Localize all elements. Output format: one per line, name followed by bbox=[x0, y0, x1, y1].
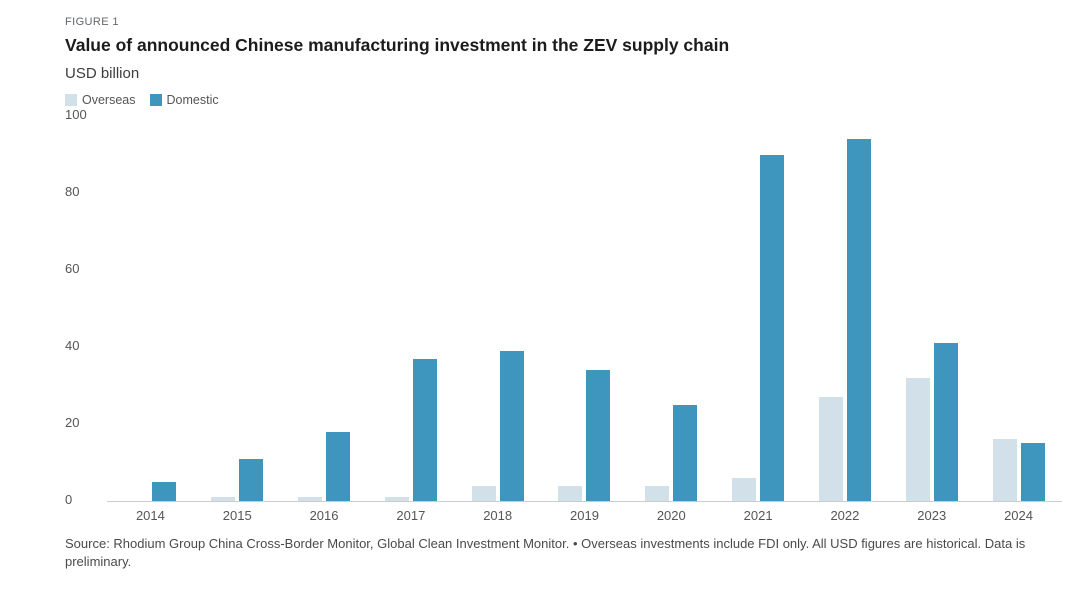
legend-swatch-domestic bbox=[149, 94, 162, 106]
x-tick-label: 2014 bbox=[135, 508, 165, 523]
bar-chart: 0 20 40 60 80 100 2014 2015 2016 2017 2018 2019 202… bbox=[65, 108, 1062, 527]
legend-label: Overseas bbox=[82, 93, 136, 107]
bar-overseas-2018 bbox=[471, 485, 496, 501]
x-tick-label: 2022 bbox=[830, 508, 860, 523]
source-note: Source: Rhodium Group China Cross-Border… bbox=[65, 536, 1026, 570]
x-tick-label: 2017 bbox=[396, 508, 426, 523]
figure-label: FIGURE 1 bbox=[65, 16, 119, 28]
bar-domestic-2020 bbox=[673, 404, 698, 501]
x-tick-label: 2023 bbox=[917, 508, 947, 523]
x-tick-label: 2016 bbox=[309, 508, 339, 523]
bar-domestic-2018 bbox=[499, 350, 524, 501]
bar-domestic-2023 bbox=[933, 343, 958, 501]
bar-domestic-2022 bbox=[846, 139, 871, 501]
legend-item-overseas: Overseas bbox=[65, 93, 136, 107]
x-tick-label: 2021 bbox=[743, 508, 773, 523]
bar-domestic-2017 bbox=[412, 358, 437, 501]
y-tick-label: 40 bbox=[65, 338, 80, 353]
x-tick-label: 2020 bbox=[656, 508, 686, 523]
chart-title: Value of announced Chinese manufacturing… bbox=[65, 35, 730, 55]
bar-domestic-2016 bbox=[326, 431, 351, 501]
x-tick-label: 2019 bbox=[570, 508, 599, 523]
y-axis: 0 20 40 60 80 100 bbox=[65, 108, 107, 507]
bar-overseas-2021 bbox=[732, 477, 757, 501]
bar-overseas-2024 bbox=[992, 439, 1017, 501]
x-axis-line bbox=[107, 501, 1062, 502]
bar-group-2020: 2020 bbox=[628, 116, 715, 527]
bar-pair bbox=[905, 116, 958, 501]
bar-pair bbox=[471, 116, 524, 501]
bar-group-2016: 2016 bbox=[281, 116, 368, 527]
bar-pair bbox=[211, 116, 264, 501]
x-tick-label: 2015 bbox=[222, 508, 252, 523]
bar-domestic-2021 bbox=[760, 154, 785, 501]
x-tick-label: 2018 bbox=[483, 508, 513, 523]
bar-overseas-2020 bbox=[645, 485, 670, 501]
bar-pair bbox=[558, 116, 611, 501]
y-tick-label: 80 bbox=[65, 184, 80, 199]
bar-pair bbox=[124, 116, 177, 501]
bar-pair bbox=[818, 116, 871, 501]
bar-group-2024: 2024 bbox=[975, 116, 1062, 527]
bar-group-2019: 2019 bbox=[541, 116, 628, 527]
bar-overseas-2022 bbox=[818, 397, 843, 501]
bar-overseas-2023 bbox=[905, 377, 930, 501]
bar-domestic-2015 bbox=[239, 458, 264, 501]
legend-swatch-overseas bbox=[65, 94, 77, 106]
y-tick-label: 0 bbox=[65, 492, 73, 507]
bar-overseas-2016 bbox=[298, 497, 323, 501]
bar-group-2021: 2021 bbox=[715, 116, 802, 527]
bar-pair bbox=[384, 116, 437, 501]
bar-group-2014: 2014 bbox=[107, 116, 194, 527]
bar-group-2015: 2015 bbox=[194, 116, 281, 527]
legend-label: Domestic bbox=[166, 93, 219, 107]
legend: Overseas Domestic bbox=[65, 93, 1062, 107]
bar-group-2017: 2017 bbox=[367, 116, 454, 527]
bar-group-2018: 2018 bbox=[454, 116, 541, 527]
unit-label: USD billion bbox=[65, 65, 140, 82]
y-tick-label: 100 bbox=[65, 107, 87, 122]
bar-pair bbox=[298, 116, 351, 501]
bar-overseas-2019 bbox=[558, 485, 583, 501]
bar-group-2022: 2022 bbox=[802, 116, 889, 527]
bar-pair bbox=[992, 116, 1045, 501]
y-tick-label: 60 bbox=[65, 261, 80, 276]
y-tick-label: 20 bbox=[65, 415, 80, 430]
bar-overseas-2015 bbox=[211, 497, 236, 501]
bar-domestic-2024 bbox=[1020, 443, 1045, 501]
figure-container: FIGURE 1 Value of announced Chinese manu… bbox=[65, 16, 1062, 570]
bar-pair bbox=[732, 116, 785, 501]
bar-group-2023: 2023 bbox=[888, 116, 975, 527]
bar-domestic-2014 bbox=[152, 481, 177, 501]
bar-overseas-2017 bbox=[384, 497, 409, 501]
legend-item-domestic: Domestic bbox=[149, 93, 219, 107]
plot-area: 2014 2015 2016 2017 2018 2019 2020 2021 2022 2023… bbox=[107, 116, 1062, 527]
bar-pair bbox=[645, 116, 698, 501]
bar-domestic-2019 bbox=[586, 370, 611, 501]
x-tick-label: 2024 bbox=[1004, 508, 1033, 523]
